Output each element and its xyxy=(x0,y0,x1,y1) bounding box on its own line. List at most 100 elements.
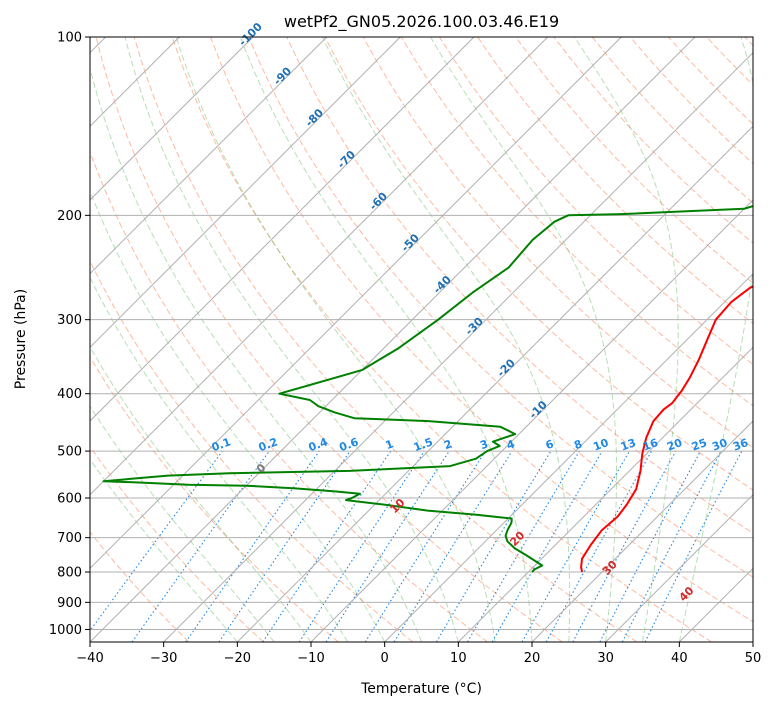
mixing-ratio-line xyxy=(435,450,552,642)
dewpoint-profile-line xyxy=(102,204,753,573)
mixing-ratio-line xyxy=(325,450,450,642)
isotherm-line xyxy=(90,37,696,642)
dry-adiabat-line xyxy=(400,37,753,407)
moist-adiabat-line xyxy=(90,345,312,642)
mixing-ratio-line xyxy=(218,450,351,642)
x-tick-label: −30 xyxy=(150,651,177,666)
isotherm-line xyxy=(678,567,753,642)
moist-adiabat-line xyxy=(90,405,275,642)
x-tick-label: 30 xyxy=(597,651,614,666)
mixing-ratio-label: 1 xyxy=(384,437,396,452)
profile-series xyxy=(102,204,753,573)
moist-adiabat-label: 20 xyxy=(507,529,527,549)
dry-adiabat-line xyxy=(90,445,264,642)
mixing-ratio-label: 4 xyxy=(505,437,517,452)
plot-frame xyxy=(89,36,754,643)
x-tick-label: −10 xyxy=(297,651,324,666)
x-tick-label: −40 xyxy=(76,651,103,666)
isotherm-line xyxy=(163,51,753,642)
isotherm-label: -80 xyxy=(303,106,326,129)
y-tick-label: 600 xyxy=(57,492,82,507)
isotherm-line xyxy=(384,272,753,642)
annotation-labels: 0.1 0.2 0.4 0.6 1 1.5 2 3 4 6 8 10 13 16 20 25 30 36-100-… xyxy=(210,20,751,604)
x-tick-label: 0 xyxy=(381,651,389,666)
pressure-gridlines xyxy=(90,37,753,630)
moist-adiabat-label: 10 xyxy=(388,496,408,516)
mixing-ratio-label: 6 xyxy=(544,437,556,452)
moist-adiabats xyxy=(90,37,753,642)
chart-title: wetPf2_GN05.2026.100.03.46.E19 xyxy=(284,12,559,32)
mixing-ratio-label: 20 xyxy=(665,436,684,454)
dry-adiabat-line xyxy=(438,37,753,366)
moist-adiabat-label: 30 xyxy=(600,558,620,578)
mixing-ratio-label: 10 xyxy=(591,436,610,454)
mixing-ratio-label: 1.5 xyxy=(412,435,435,454)
y-axis-label: Pressure (hPa) xyxy=(13,289,29,389)
moist-adiabat-line xyxy=(90,65,422,642)
isotherm-line xyxy=(236,125,753,642)
mixing-ratio-label: 0.4 xyxy=(307,435,330,454)
mixing-ratio-label: 30 xyxy=(710,436,729,454)
moist-adiabat-line xyxy=(574,37,679,642)
isotherm-line xyxy=(457,346,753,642)
x-tick-label: 50 xyxy=(745,651,762,666)
dry-adiabat-line xyxy=(90,356,339,642)
y-tick-label: 700 xyxy=(57,531,82,546)
mixing-ratio-label: 16 xyxy=(641,436,660,454)
x-tick-label: 40 xyxy=(671,651,688,666)
isotherm-lines xyxy=(90,37,753,642)
dry-adiabat-line xyxy=(591,37,753,204)
moist-adiabat-line xyxy=(175,37,496,642)
dry-adiabat-line xyxy=(210,37,753,623)
moist-adiabat-line xyxy=(430,37,617,642)
y-tick-label: 300 xyxy=(57,313,82,328)
dry-adiabat-line xyxy=(95,37,563,642)
dry-adiabat-line xyxy=(90,150,488,642)
mixing-ratio-line xyxy=(298,450,425,642)
y-tick-label: 500 xyxy=(57,445,82,460)
moist-adiabat-line xyxy=(239,37,533,642)
isotherm-label: -90 xyxy=(271,64,294,87)
isotherm-line xyxy=(310,199,753,642)
isotherm-line xyxy=(90,37,622,570)
isotherm-label: -60 xyxy=(367,189,390,212)
mixing-ratio-line xyxy=(572,450,677,642)
moist-adiabat-label: 40 xyxy=(677,584,697,604)
isotherm-line xyxy=(605,493,753,642)
isotherm-line xyxy=(90,37,254,201)
isotherm-line xyxy=(90,37,475,422)
dry-adiabat-line xyxy=(744,37,753,47)
mixing-ratio-label: 8 xyxy=(572,437,584,452)
moist-adiabat-line xyxy=(90,458,238,642)
isotherm-line xyxy=(752,641,753,642)
mixing-ratio-line xyxy=(185,450,320,642)
dry-adiabat-line xyxy=(133,37,638,642)
y-tick-label: 1000 xyxy=(49,623,82,638)
dry-adiabat-line xyxy=(668,37,753,125)
isotherm-label: -50 xyxy=(399,231,422,254)
mixing-ratio-label: 0.2 xyxy=(257,435,280,454)
dry-adiabat-line xyxy=(90,259,414,642)
moist-adiabat-line xyxy=(322,37,571,642)
mixing-ratio-line xyxy=(131,450,270,642)
temperature-profile-line xyxy=(580,285,753,573)
mixing-ratio-line xyxy=(393,450,513,642)
y-tick-label: 400 xyxy=(57,387,82,402)
mixing-ratio-label: 0.1 xyxy=(210,435,233,454)
dry-adiabat-line xyxy=(515,37,753,284)
isotherm-label: -10 xyxy=(527,398,550,421)
y-tick-label: 900 xyxy=(57,596,82,611)
dry-adiabats xyxy=(90,37,753,642)
y-tick-label: 100 xyxy=(57,31,82,46)
isotherm-label: -30 xyxy=(463,315,486,338)
moist-adiabat-line xyxy=(124,37,459,642)
isotherm-line xyxy=(90,37,401,349)
mixing-ratio-label: 2 xyxy=(442,437,454,452)
y-tick-label: 200 xyxy=(57,209,82,224)
mixing-ratio-line xyxy=(262,450,392,642)
isotherm-label: -40 xyxy=(431,273,454,296)
mixing-ratio-label: 3 xyxy=(478,437,490,452)
mixing-ratio-line xyxy=(545,450,653,642)
